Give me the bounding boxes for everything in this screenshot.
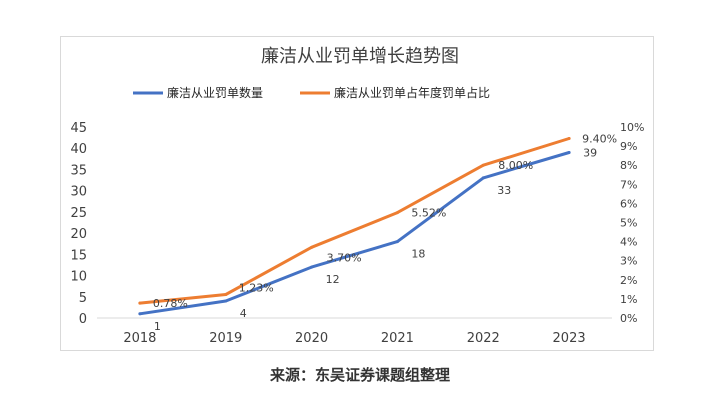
y-left-tick-label: 25 — [70, 206, 87, 221]
y-left-tick-label: 0 — [79, 312, 87, 327]
data-label-ratio: 0.78% — [153, 297, 188, 310]
data-label-ratio: 5.52% — [411, 207, 446, 220]
source-note: 来源：东吴证券课题组整理 — [269, 366, 450, 384]
x-tick-label: 2020 — [295, 331, 328, 346]
y-left-tick-label: 35 — [70, 163, 87, 178]
series-line-count — [138, 151, 571, 316]
data-point-count — [310, 265, 314, 269]
legend-label-2: 廉洁从业罚单占年度罚单占比 — [334, 85, 490, 100]
data-point-ratio — [567, 136, 571, 140]
data-label-ratio: 8.00% — [498, 159, 533, 172]
x-tick-label: 2023 — [553, 331, 586, 346]
x-tick-label: 2018 — [123, 331, 156, 346]
y-right-tick-label: 3% — [620, 255, 637, 268]
data-point-ratio — [310, 245, 314, 249]
chart-frame — [60, 36, 654, 351]
y-right-tick-label: 8% — [620, 159, 637, 172]
data-point-ratio — [395, 211, 399, 215]
data-point-count — [567, 150, 571, 154]
x-tick-label: 2022 — [467, 331, 500, 346]
y-right-tick-label: 6% — [620, 197, 637, 210]
y-right-tick-label: 2% — [620, 274, 637, 287]
data-point-count — [224, 299, 228, 303]
chart-title: 廉洁从业罚单增长趋势图 — [261, 46, 459, 67]
y-left-tick-label: 30 — [70, 185, 87, 200]
data-label-count: 1 — [154, 320, 161, 333]
data-point-count — [138, 312, 142, 316]
y-right-tick-label: 4% — [620, 236, 637, 249]
x-tick-label: 2021 — [381, 331, 414, 346]
data-point-ratio — [481, 163, 485, 167]
data-label-count: 18 — [411, 248, 425, 261]
y-right-tick-label: 7% — [620, 178, 637, 191]
data-label-count: 12 — [326, 273, 340, 286]
series-line-ratio — [138, 137, 571, 305]
data-label-ratio: 3.70% — [327, 251, 362, 264]
y-right-tick-label: 5% — [620, 217, 637, 230]
data-point-ratio — [224, 293, 228, 297]
data-point-count — [395, 240, 399, 244]
data-point-count — [481, 176, 485, 180]
y-left-tick-label: 20 — [70, 227, 87, 242]
y-left-tick-label: 15 — [70, 248, 87, 263]
y-right-tick-label: 10% — [620, 121, 644, 134]
y-left-tick-label: 10 — [70, 270, 87, 285]
y-left-tick-label: 40 — [70, 142, 87, 157]
y-right-tick-label: 1% — [620, 293, 637, 306]
legend-label-1: 廉洁从业罚单数量 — [167, 85, 263, 100]
data-point-ratio — [138, 301, 142, 305]
data-label-ratio: 1.23% — [239, 282, 274, 295]
data-label-count: 39 — [583, 146, 597, 159]
data-label-count: 33 — [497, 184, 511, 197]
x-tick-label: 2019 — [209, 331, 242, 346]
y-right-tick-label: 0% — [620, 312, 637, 325]
data-label-ratio: 9.40% — [582, 132, 617, 145]
data-label-count: 4 — [240, 307, 247, 320]
y-left-tick-label: 5 — [79, 291, 87, 306]
y-right-tick-label: 9% — [620, 140, 637, 153]
y-left-tick-label: 45 — [70, 121, 87, 136]
